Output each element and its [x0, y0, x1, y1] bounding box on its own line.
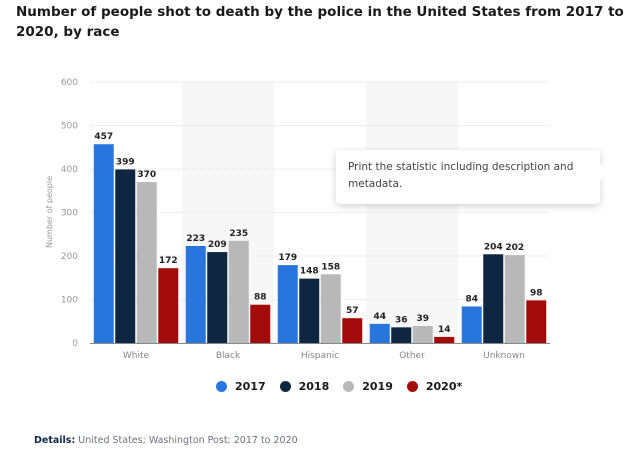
details-label: Details:	[34, 435, 76, 446]
chart-title: Number of people shot to death by the po…	[16, 4, 624, 40]
x-tick-label: Black	[216, 351, 241, 361]
y-tick-label: 100	[61, 296, 78, 306]
tooltip-text: Print the statistic including descriptio…	[348, 161, 574, 190]
bar-white-2018[interactable]	[115, 169, 136, 343]
data-label: 179	[278, 253, 297, 263]
legend-dot-icon	[406, 381, 418, 392]
bar-other-2017[interactable]	[369, 323, 390, 343]
bar-unknown-2019[interactable]	[504, 255, 525, 343]
bar-hispanic-2019[interactable]	[320, 274, 341, 343]
print-tooltip: Print the statistic including descriptio…	[336, 150, 600, 204]
legend-dot-icon	[279, 381, 291, 392]
legend-item[interactable]: 2017	[216, 380, 266, 393]
bar-hispanic-2020[interactable]	[342, 318, 363, 343]
bar-black-2019[interactable]	[228, 240, 249, 343]
x-axis-ticks: White Black Hispanic Other Unknown	[123, 351, 525, 361]
y-axis-ticks: 0 100 200 300 400 500 600	[61, 78, 78, 349]
data-label: 84	[465, 294, 478, 304]
bar-white-2020[interactable]	[158, 268, 179, 343]
legend-item[interactable]: 2019	[343, 380, 393, 393]
bar-other-2018[interactable]	[391, 327, 412, 343]
y-tick-label: 300	[61, 209, 78, 219]
legend: 2017 2018 2019 2020*	[216, 380, 462, 393]
bar-other-2019[interactable]	[412, 326, 433, 343]
bars	[93, 144, 547, 343]
data-label: 57	[346, 306, 359, 316]
bar-black-2020[interactable]	[250, 304, 271, 343]
bar-hispanic-2018[interactable]	[299, 278, 320, 343]
data-label: 14	[438, 325, 451, 335]
data-label: 202	[505, 243, 524, 253]
data-label: 204	[484, 242, 503, 252]
data-label: 98	[530, 288, 543, 298]
bar-unknown-2020[interactable]	[526, 300, 547, 343]
legend-item[interactable]: 2020*	[406, 380, 463, 393]
gridlines	[90, 81, 550, 300]
details-text: United States; Washington Post; 2017 to …	[75, 435, 298, 446]
x-tick-label: Unknown	[483, 351, 525, 361]
y-tick-label: 600	[61, 78, 78, 88]
y-tick-label: 400	[61, 165, 78, 175]
bar-black-2017[interactable]	[185, 245, 206, 343]
data-label: 88	[254, 293, 267, 303]
y-tick-label: 200	[61, 252, 78, 262]
legend-dot-icon	[216, 381, 227, 392]
bar-white-2019[interactable]	[136, 182, 157, 343]
x-tick-label: White	[123, 351, 150, 361]
y-tick-label: 0	[72, 339, 78, 349]
data-label: 209	[208, 240, 227, 250]
legend-label: 2017	[235, 380, 266, 393]
data-label: 172	[159, 256, 178, 266]
data-label: 148	[300, 267, 319, 277]
legend-label: 2020*	[425, 380, 463, 393]
data-label: 44	[373, 312, 386, 322]
bar-other-2020[interactable]	[434, 336, 455, 343]
legend-label: 2018	[298, 380, 330, 393]
bar-unknown-2017[interactable]	[461, 306, 482, 343]
data-label: 235	[229, 229, 248, 239]
x-tick-label: Other	[399, 351, 425, 361]
data-label: 39	[416, 314, 429, 324]
x-tick-label: Hispanic	[301, 351, 339, 361]
legend-dot-icon	[343, 381, 355, 392]
legend-item[interactable]: 2018	[279, 380, 330, 393]
y-axis-label: Number of people	[45, 176, 54, 248]
data-label: 370	[137, 170, 156, 180]
details-footer: Details: United States; Washington Post;…	[34, 435, 298, 446]
bar-white-2017[interactable]	[93, 144, 114, 343]
data-label: 457	[94, 132, 113, 142]
bar-black-2018[interactable]	[207, 252, 228, 343]
data-label: 158	[321, 262, 340, 272]
data-label: 399	[116, 157, 135, 167]
y-tick-label: 500	[61, 122, 78, 132]
legend-label: 2019	[362, 380, 393, 393]
data-label: 36	[395, 315, 408, 325]
bar-hispanic-2017[interactable]	[277, 265, 298, 343]
bar-unknown-2018[interactable]	[483, 254, 504, 343]
data-label: 223	[186, 234, 205, 244]
